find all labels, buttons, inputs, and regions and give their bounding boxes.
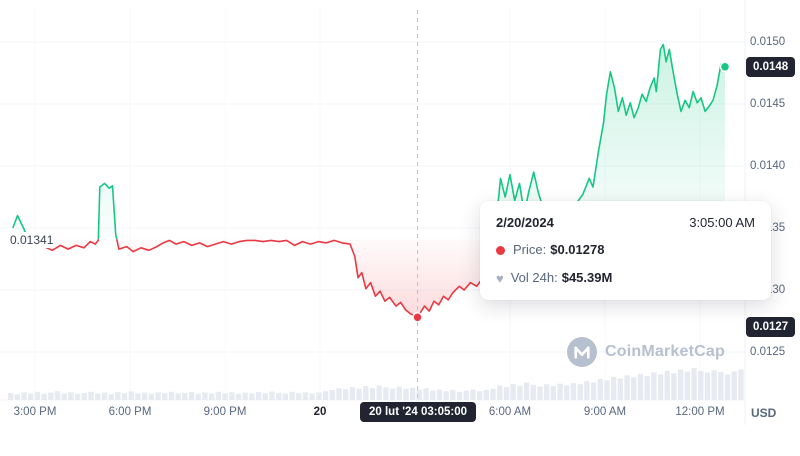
tooltip-price-value: $0.01278 <box>550 242 605 257</box>
coinmarketcap-logo-icon <box>567 337 597 367</box>
watermark-text: CoinMarketCap <box>605 343 725 360</box>
volume-heart-icon: ♥ <box>496 270 504 286</box>
price-dot-icon <box>496 245 505 255</box>
tooltip-volume-value: $45.39M <box>561 270 613 285</box>
tooltip-date: 2/20/2024 <box>496 215 554 230</box>
tooltip-header: 2/20/2024 3:05:00 AM <box>496 215 755 230</box>
area-fill-red <box>12 239 725 318</box>
end-point-dot <box>719 61 731 73</box>
coinmarketcap-watermark: CoinMarketCap <box>567 337 725 367</box>
tooltip-time: 3:05:00 AM <box>689 215 755 230</box>
tooltip-volume-row: ♥ Vol 24h: $45.39M <box>496 270 755 286</box>
tooltip-price-row: Price: $0.01278 <box>496 242 755 258</box>
tooltip-volume-label: Vol 24h: <box>510 270 558 285</box>
price-line-red <box>27 239 495 319</box>
volume-bars <box>8 368 744 401</box>
currency-label: USD <box>751 406 777 420</box>
baseline-price-label: 0.01341 <box>8 232 56 248</box>
tooltip-price-label: Price: <box>513 242 547 257</box>
price-line-green <box>12 43 726 240</box>
chart-tooltip: 2/20/2024 3:05:00 AM Price: $0.01278 ♥ V… <box>480 201 771 300</box>
low-point-dot <box>412 312 423 323</box>
